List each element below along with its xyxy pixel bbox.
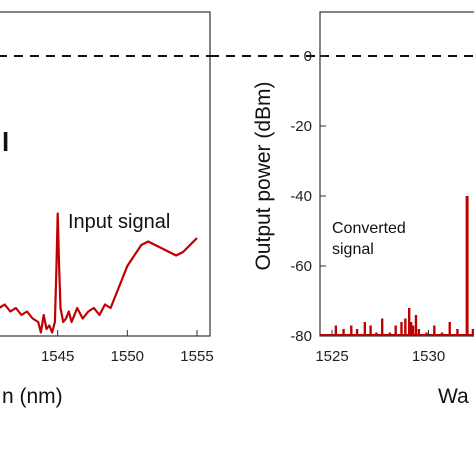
right-y-tick-label: -60	[290, 258, 312, 275]
input-spectrum-line	[0, 212, 198, 334]
right-y-tick-label: -20	[290, 118, 312, 135]
left-partial-label: l	[2, 127, 9, 157]
right-y-tick-label: -80	[290, 328, 312, 345]
right-x-ticks: 15251530153	[315, 330, 445, 365]
left-panel: 0154515501555 n (nm) l Input signal	[0, 11, 214, 408]
converted-signal-annotation-line2: signal	[332, 241, 374, 258]
left-x-tick-label: 1555	[180, 348, 213, 365]
left-x-axis-label: n (nm)	[2, 385, 63, 408]
left-x-ticks: 0154515501555	[41, 330, 214, 365]
converted-signal-annotation-line1: Converted	[332, 220, 406, 237]
right-x-axis-label: Wa	[438, 385, 469, 408]
right-y-axis-label: Output power (dBm)	[252, 81, 275, 270]
right-x-tick-label: 1525	[315, 348, 348, 365]
left-series-line	[0, 212, 198, 334]
right-x-tick-label: 1530	[412, 348, 445, 365]
right-series-spikes	[320, 196, 474, 336]
right-plot-frame	[319, 11, 474, 337]
right-y-tick-label: -40	[290, 188, 312, 205]
right-panel: 0-20-40-60-80 15251530153 Output power (…	[210, 11, 474, 408]
left-plot-frame	[0, 11, 211, 337]
right-y-tick-label: 0	[304, 48, 312, 65]
left-x-tick-label: 1550	[111, 348, 144, 365]
left-x-tick-label: 1545	[41, 348, 74, 365]
right-y-ticks: 0 -20 -40 -60 -80	[290, 48, 326, 345]
input-signal-annotation: Input signal	[68, 211, 170, 233]
